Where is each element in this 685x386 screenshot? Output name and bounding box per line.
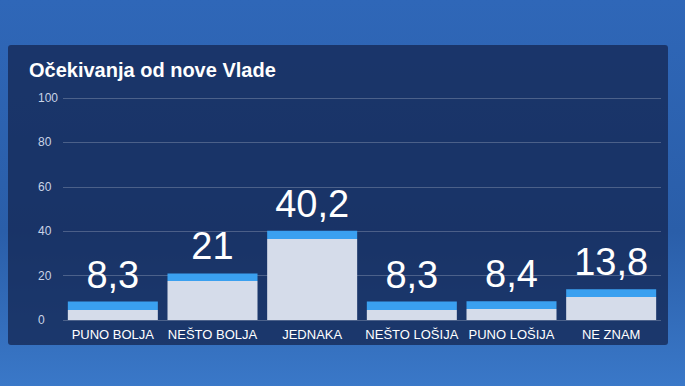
- svg-text:0: 0: [38, 313, 45, 327]
- svg-text:40,2: 40,2: [275, 183, 349, 225]
- svg-text:8,4: 8,4: [485, 253, 538, 295]
- svg-text:PUNO BOLJA: PUNO BOLJA: [72, 327, 155, 342]
- svg-text:40: 40: [38, 224, 52, 238]
- svg-text:Očekivanja od nove Vlade: Očekivanja od nove Vlade: [29, 59, 276, 81]
- svg-text:PUNO LOŠIJA: PUNO LOŠIJA: [469, 327, 555, 342]
- svg-text:8,3: 8,3: [86, 254, 139, 296]
- svg-text:8,3: 8,3: [385, 254, 438, 296]
- svg-text:NE ZNAM: NE ZNAM: [582, 327, 641, 342]
- svg-text:21: 21: [191, 225, 233, 267]
- svg-text:JEDNAKA: JEDNAKA: [282, 327, 342, 342]
- svg-text:20: 20: [38, 269, 52, 283]
- svg-text:60: 60: [38, 180, 52, 194]
- svg-text:100: 100: [38, 91, 58, 105]
- svg-text:80: 80: [38, 135, 52, 149]
- svg-text:NEŠTO BOLJA: NEŠTO BOLJA: [168, 327, 258, 342]
- svg-text:13,8: 13,8: [574, 241, 648, 283]
- svg-text:NEŠTO LOŠIJA: NEŠTO LOŠIJA: [365, 327, 458, 342]
